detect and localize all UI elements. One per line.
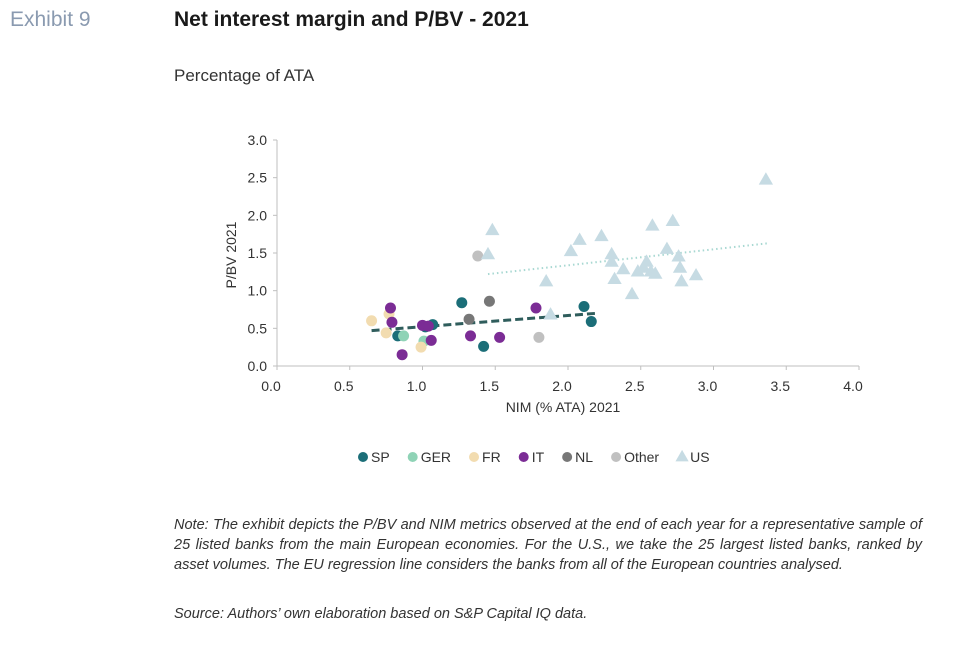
data-point-us	[485, 222, 500, 236]
data-point-us	[665, 213, 680, 227]
x-tick-label: 3.0	[698, 378, 718, 394]
data-point-us	[672, 260, 688, 273]
data-point-it	[384, 302, 396, 314]
legend-marker-other	[611, 452, 622, 462]
data-point-it	[494, 331, 506, 343]
y-tick-label: 1.5	[248, 245, 268, 261]
legend-marker-sp	[358, 452, 368, 462]
y-tick-label: 2.5	[248, 170, 268, 186]
data-point-ger	[398, 330, 410, 342]
data-point-us	[543, 307, 558, 320]
y-axis-label: P/BV 2021	[223, 221, 239, 288]
data-point-fr	[380, 327, 392, 339]
data-point-us	[659, 241, 675, 254]
x-axis-label: NIM (% ATA) 2021	[506, 399, 621, 415]
data-point-us	[572, 232, 587, 245]
chart-legend: SP GER FR IT NL Other US	[358, 449, 710, 465]
legend-marker-ger	[407, 452, 418, 462]
data-point-nl	[463, 313, 475, 325]
data-point-sp	[478, 340, 490, 352]
data-point-it	[422, 320, 434, 332]
data-point-us	[639, 254, 654, 267]
data-point-us	[607, 271, 622, 285]
data-point-nl	[483, 295, 495, 307]
data-point-it	[386, 316, 398, 328]
legend-label: GER	[421, 449, 451, 465]
data-point-us	[480, 246, 496, 260]
data-point-us	[624, 286, 640, 300]
data-point-us	[688, 267, 704, 281]
legend-marker-nl	[562, 452, 573, 462]
chart-axes: 0.0 0.5 1.0 1.5 2.0 2.5 3.0 0.0 0.5 1.0 1.5 2.0 2.5 3…	[223, 132, 863, 415]
data-point-sp	[456, 297, 468, 309]
chart-subtitle: Percentage of ATA	[174, 66, 315, 85]
note-text: Note: The exhibit depicts the P/BV and N…	[174, 517, 922, 573]
data-point-us	[539, 273, 554, 287]
x-tick-label: 0.5	[334, 378, 354, 394]
x-tick-label: 4.0	[843, 378, 863, 394]
data-point-us	[758, 172, 774, 185]
y-tick-label: 3.0	[248, 132, 268, 148]
data-point-sp	[578, 300, 590, 312]
legend-marker-fr	[469, 452, 480, 462]
data-point-it	[465, 330, 477, 342]
data-point-it	[530, 302, 542, 314]
legend-marker-us	[675, 449, 689, 462]
data-point-sp	[585, 316, 597, 328]
exhibit-label: Exhibit 9	[10, 8, 91, 31]
legend-label: NL	[575, 449, 593, 465]
data-point-us	[648, 266, 663, 279]
y-tick-label: 0.5	[248, 320, 268, 336]
data-point-us	[671, 249, 686, 262]
data-point-other	[533, 331, 545, 343]
data-point-us	[630, 264, 645, 277]
data-point-us	[674, 273, 689, 287]
data-point-it	[396, 349, 408, 361]
data-point-us	[594, 228, 609, 242]
data-point-us	[604, 254, 619, 267]
x-tick-label: 1.5	[480, 378, 500, 394]
data-point-fr	[415, 341, 427, 353]
y-tick-label: 1.0	[248, 283, 268, 299]
data-point-us	[563, 243, 579, 257]
x-tick-label: 1.0	[407, 378, 427, 394]
x-tick-label: 2.5	[625, 378, 645, 394]
x-tick-label: 3.5	[771, 378, 791, 394]
data-point-it	[425, 334, 437, 346]
data-point-us	[645, 218, 660, 231]
y-tick-label: 2.0	[248, 207, 268, 223]
data-point-us	[604, 246, 619, 260]
trendline	[487, 242, 769, 276]
legend-label: US	[690, 449, 709, 465]
trendlines	[371, 242, 769, 333]
data-point-other	[472, 250, 484, 262]
data-point-us	[616, 261, 631, 275]
trendline	[371, 311, 598, 333]
legend-label: SP	[371, 449, 390, 465]
data-point-fr	[366, 315, 378, 327]
y-tick-label: 0.0	[248, 358, 268, 374]
legend-label: Other	[624, 449, 659, 465]
x-tick-label: 0.0	[261, 378, 281, 394]
legend-label: FR	[482, 449, 501, 465]
source-text: Source: Authors’ own elaboration based o…	[174, 606, 588, 622]
scatter-chart: 0.0 0.5 1.0 1.5 2.0 2.5 3.0 0.0 0.5 1.0 1.5 2.0 2.5 3…	[223, 132, 863, 465]
legend-label: IT	[532, 449, 545, 465]
x-tick-label: 2.0	[552, 378, 572, 394]
legend-marker-it	[518, 452, 529, 462]
chart-title: Net interest margin and P/BV - 2021	[174, 8, 529, 31]
data-points	[366, 172, 774, 361]
